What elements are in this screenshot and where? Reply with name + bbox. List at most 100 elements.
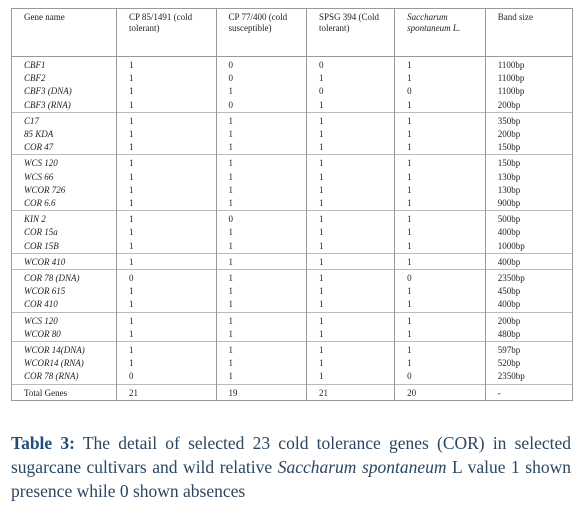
gene-name: WCOR14 (RNA) bbox=[11, 357, 117, 371]
table-cell: 1 bbox=[394, 183, 486, 198]
table-cell: 1 bbox=[215, 197, 307, 211]
table-cell: 1 bbox=[305, 197, 396, 211]
table-cell: 130bp bbox=[484, 183, 574, 198]
table-cell: 1 bbox=[115, 327, 217, 342]
gene-name: WCOR 80 bbox=[11, 327, 117, 342]
table-cell: 1 bbox=[305, 210, 396, 227]
table-cell: 0 bbox=[215, 72, 307, 86]
table-cell: 400bp bbox=[484, 298, 574, 313]
table-cell: 200bp bbox=[484, 98, 574, 113]
total-cell: 21 bbox=[305, 383, 396, 401]
table-cell: 2350bp bbox=[484, 370, 574, 385]
table-cell: 1 bbox=[305, 298, 396, 313]
table-head: Gene name CP 85/1491 (cold tolerant) CP 77… bbox=[11, 8, 574, 57]
table-cell: 1 bbox=[215, 285, 307, 299]
table-row: COR 78 (DNA) 0 1 1 0 2350bp bbox=[11, 269, 574, 286]
table-row: WCOR 615 1 1 1 1 450bp bbox=[11, 285, 574, 299]
table-cell: 0 bbox=[394, 85, 486, 99]
table-cell: 1 bbox=[215, 253, 307, 270]
table-cell: 1 bbox=[394, 239, 486, 254]
table-cell: 1 bbox=[394, 154, 486, 171]
header-cell: Band size bbox=[484, 8, 574, 57]
total-cell: - bbox=[484, 383, 574, 401]
table-cell: 500bp bbox=[484, 210, 574, 227]
table-cell: 400bp bbox=[484, 226, 574, 240]
row-group: KIN 2 1 0 1 1 500bp COR 15a 1 1 1 1 400bp COR 15B 1 1 1… bbox=[11, 210, 574, 254]
table-cell: 1 bbox=[215, 341, 307, 358]
table-cell: 1 bbox=[115, 197, 217, 211]
table-cell: 1 bbox=[305, 312, 396, 328]
total-cell: Total Genes bbox=[11, 383, 117, 401]
table-cell: 1 bbox=[394, 112, 486, 129]
table-cell: 0 bbox=[394, 370, 486, 385]
table-cell: 1 bbox=[394, 327, 486, 342]
table-cell: 0 bbox=[215, 98, 307, 113]
total-cell: 21 bbox=[115, 383, 217, 401]
table-cell: 1 bbox=[215, 154, 307, 171]
table-cell: 200bp bbox=[484, 128, 574, 142]
header-cell: CP 85/1491 (cold tolerant) bbox=[115, 8, 217, 57]
total-row: Total Genes 21 19 21 20- bbox=[11, 383, 574, 401]
table-cell: 1 bbox=[305, 341, 396, 358]
table-row: WCS 120 1 1 1 1 150bp bbox=[11, 154, 574, 171]
table-cell: 1000bp bbox=[484, 239, 574, 254]
table-cell: 1 bbox=[115, 298, 217, 313]
table-row: COR 47 1 1 1 1 150bp bbox=[11, 141, 574, 155]
table-row: COR 15a 1 1 1 1 400bp bbox=[11, 226, 574, 240]
gene-name: COR 47 bbox=[11, 141, 117, 155]
table-cell: 1100bp bbox=[484, 56, 574, 73]
table-cell: 1 bbox=[305, 141, 396, 155]
table-row: CBF3 (RNA) 1 0 1 1 200bp bbox=[11, 98, 574, 113]
caption-label: Table 3: bbox=[11, 433, 75, 453]
table-cell: 1 bbox=[215, 370, 307, 385]
gene-name: WCS 120 bbox=[11, 154, 117, 171]
table-cell: 1 bbox=[305, 357, 396, 371]
table-cell: 1 bbox=[215, 226, 307, 240]
table-cell: 1 bbox=[215, 128, 307, 142]
gene-name: C17 bbox=[11, 112, 117, 129]
table-cell: 1 bbox=[215, 141, 307, 155]
table-cell: 1 bbox=[115, 253, 217, 270]
header-cell: CP 77/400 (cold susceptible) bbox=[215, 8, 307, 57]
caption-text-end: L value 1 shown presence while 0 shown a… bbox=[11, 457, 572, 501]
gene-name: WCS 66 bbox=[11, 170, 117, 184]
row-group: WCS 120 1 1 1 1 200bp WCOR 80 1 1 1 1 480bp bbox=[11, 312, 574, 342]
caption-text: The detail of selected 23 cold tolerance… bbox=[11, 433, 571, 477]
table-cell: 1 bbox=[115, 98, 217, 113]
table-cell: 1 bbox=[215, 312, 307, 328]
table-cell: 1 bbox=[394, 98, 486, 113]
table-cell: 1 bbox=[115, 226, 217, 240]
table-row: WCOR 80 1 1 1 1 480bp bbox=[11, 327, 574, 342]
gene-name: WCOR 615 bbox=[11, 285, 117, 299]
table-cell: 1100bp bbox=[484, 72, 574, 86]
table-cell: 1 bbox=[305, 183, 396, 198]
caption-species: Saccharum spontaneum bbox=[277, 457, 447, 477]
table-cell: 0 bbox=[215, 210, 307, 227]
table-row: COR 410 1 1 1 1 400bp bbox=[11, 298, 574, 313]
table-row: WCOR 726 1 1 1 1 130bp bbox=[11, 183, 574, 198]
table-cell: 1 bbox=[305, 285, 396, 299]
header-row: Gene name CP 85/1491 (cold tolerant) CP 77… bbox=[11, 8, 574, 57]
table-cell: 1 bbox=[305, 72, 396, 86]
table-cell: 1 bbox=[115, 128, 217, 142]
gene-table: Gene name CP 85/1491 (cold tolerant) CP 77… bbox=[11, 8, 574, 401]
table-row: COR 78 (RNA) 0 1 1 0 2350bp bbox=[11, 370, 574, 385]
table-cell: 1 bbox=[305, 170, 396, 184]
gene-name: CBF3 (DNA) bbox=[11, 85, 117, 99]
table-cell: 1 bbox=[215, 183, 307, 198]
table-cell: 1 bbox=[394, 72, 486, 86]
table-cell: 1 bbox=[394, 357, 486, 371]
table-row: C17 1 1 1 1 350bp bbox=[11, 112, 574, 129]
row-group: WCOR 14(DNA) 1 1 1 1 597bp WCOR14 (RNA) 1 1 1 1 520… bbox=[11, 341, 574, 385]
table-cell: 1 bbox=[394, 141, 486, 155]
table-cell: 1 bbox=[115, 285, 217, 299]
table-cell: 1 bbox=[115, 357, 217, 371]
table-cell: 150bp bbox=[484, 154, 574, 171]
table-cell: 1 bbox=[115, 341, 217, 358]
table-cell: 1 bbox=[115, 183, 217, 198]
row-group: WCOR 410 1 1 1 1 400bp bbox=[11, 253, 574, 270]
table-cell: 1 bbox=[305, 226, 396, 240]
table-cell: 350bp bbox=[484, 112, 574, 129]
table-cell: 1 bbox=[394, 197, 486, 211]
